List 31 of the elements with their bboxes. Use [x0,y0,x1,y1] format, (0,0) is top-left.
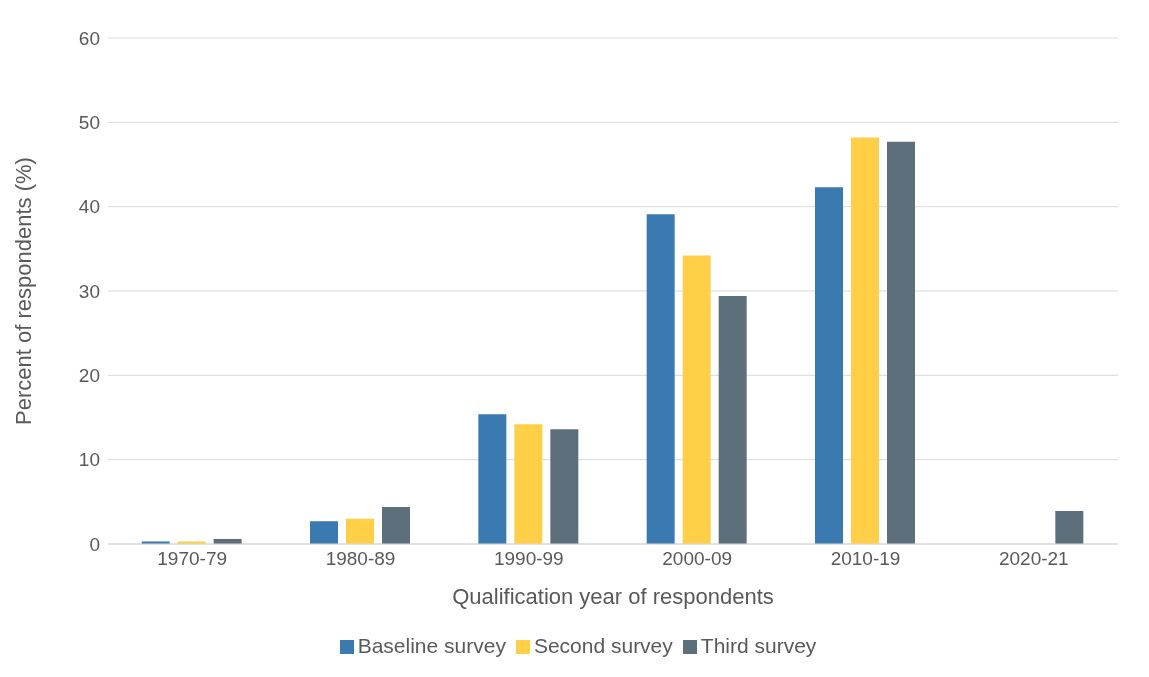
x-tick-label: 1970-79 [157,548,228,570]
bar [646,214,675,544]
bar [514,424,543,544]
x-tick-label: 1980-89 [325,548,396,570]
legend-label: Baseline survey [357,634,506,657]
bar [682,255,711,544]
y-tick-label: 10 [78,449,100,471]
bar [718,296,747,544]
y-tick-label: 40 [78,196,100,218]
x-tick-label: 2020-21 [998,548,1069,570]
y-tick-label: 60 [78,27,100,49]
y-tick-label: 30 [78,280,100,302]
x-tick-label: 2000-09 [662,548,733,570]
y-tick-label: 50 [78,112,100,134]
bar [550,429,579,544]
bar [478,414,507,544]
bar [887,141,915,544]
bar [815,187,843,544]
x-tick-label: 1990-99 [493,548,564,570]
legend-label: Second survey [533,634,673,657]
bar [382,506,410,544]
bar [346,518,374,544]
x-tick-label: 2010-19 [830,548,901,570]
y-tick-label: 20 [78,365,100,387]
bar [851,137,879,544]
bar [1055,511,1084,544]
y-tick-label: 0 [89,533,100,555]
legend-label: Third survey [700,634,817,657]
bar [310,521,338,544]
y-axis-title: Percent of respondents (%) [10,157,36,425]
x-axis-title: Qualification year of respondents [452,584,774,609]
